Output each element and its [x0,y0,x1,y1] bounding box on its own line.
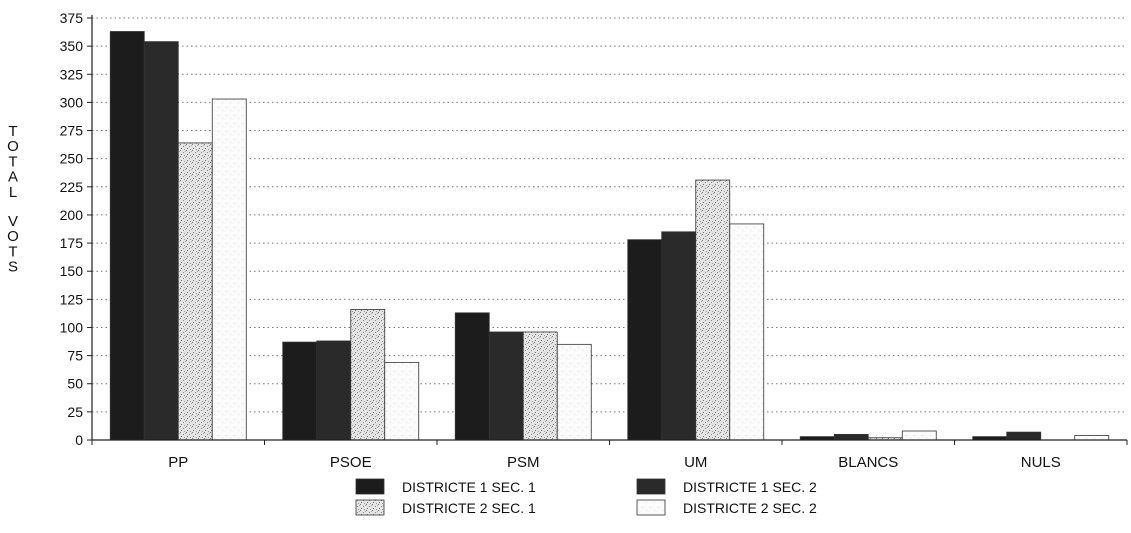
y-tick-label: 50 [67,376,83,392]
y-tick-label: 75 [67,348,83,364]
y-axis-title-letter: V [8,213,18,230]
legend-swatch [636,499,666,516]
x-tick-label: PSM [507,454,540,471]
x-tick-label: NULS [1021,454,1061,471]
x-tick-label: UM [684,454,707,471]
bar-psoe-series-2 [316,340,352,441]
legend-label: DISTRICTE 2 SEC. 1 [402,500,536,516]
y-axis-title-letter: L [9,184,17,201]
bar-pp-series-4 [211,98,247,441]
bars [109,31,1110,441]
x-tick-label: BLANCS [838,454,898,471]
y-tick-label: 125 [60,291,84,307]
y-tick-label: 200 [60,207,84,223]
y-axis-title-letter: T [8,243,17,260]
legend-swatch [355,478,385,495]
bar-pp-series-1 [109,31,145,441]
bar-um-series-3 [695,179,731,441]
y-tick-label: 275 [60,123,84,139]
bar-psm-series-3 [522,331,558,441]
x-tick-labels: PP PSOE PSM UM BLANCS NULS [168,454,1061,471]
y-tick-label: 175 [60,235,84,251]
legend-swatch [636,478,666,495]
bar-blancs-series-2 [833,433,869,441]
y-tick-label: 225 [60,179,84,195]
x-tick-label: PP [168,454,188,471]
bar-pp-series-2 [143,41,179,441]
bar-blancs-series-4 [901,430,937,441]
bar-psm-series-2 [488,331,524,441]
y-tick-labels: 0 25 50 75 100 125 150 175 200 225 250 275 300 325 350… [60,10,84,448]
legend: DISTRICTE 1 SEC. 1 DISTRICTE 1 SEC. 2 DIST… [355,478,817,516]
gridlines [87,17,1127,441]
bar-psm-series-1 [454,312,490,441]
y-axis-title-letter: T [8,123,17,140]
x-tick-label: PSOE [330,454,372,471]
y-axis-title-letter: O [7,228,19,245]
bar-psoe-series-3 [350,309,386,441]
bar-um-series-2 [661,231,697,441]
y-tick-label: 300 [60,94,84,110]
y-tick-label: 100 [60,319,84,335]
axes [91,15,1128,445]
bar-nuls-series-4 [1074,435,1110,441]
legend-label: DISTRICTE 1 SEC. 2 [683,479,817,495]
legend-swatch [355,499,385,516]
y-axis-title-letter: A [8,169,18,186]
y-tick-label: 150 [60,263,84,279]
y-tick-label: 0 [75,432,83,448]
bar-psm-series-4 [556,343,592,441]
y-tick-label: 250 [60,151,84,167]
y-axis-title-letter: O [7,138,19,155]
y-axis-title-letter: S [8,259,18,276]
bar-nuls-series-2 [1006,431,1042,441]
y-axis-title-letter: T [8,153,17,170]
legend-label: DISTRICTE 1 SEC. 1 [402,479,536,495]
bar-pp-series-3 [177,142,213,441]
legend-label: DISTRICTE 2 SEC. 2 [683,500,817,516]
bar-um-series-4 [729,223,765,441]
y-tick-label: 375 [60,10,84,26]
bar-um-series-1 [627,239,663,441]
y-tick-label: 25 [67,404,83,420]
bar-psoe-series-1 [282,341,318,441]
y-tick-label: 350 [60,38,84,54]
y-tick-label: 325 [60,66,84,82]
bar-psoe-series-4 [384,361,420,441]
